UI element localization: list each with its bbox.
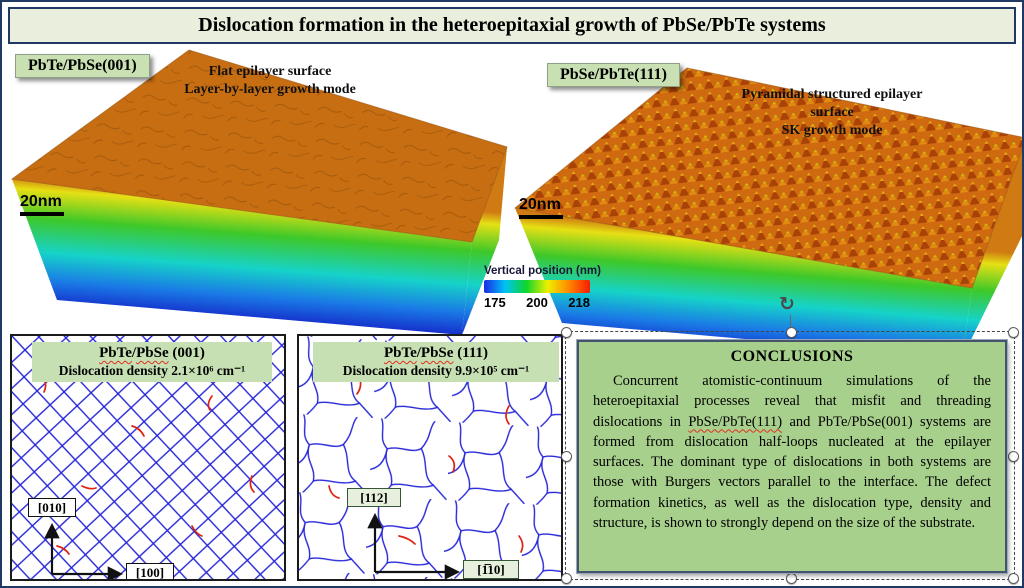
colorbar-gradient <box>484 280 590 293</box>
selection-handle-top-right[interactable] <box>1008 327 1019 338</box>
selection-handle-bottom-left[interactable] <box>561 573 572 584</box>
selection-handle-mid-left[interactable] <box>561 451 572 462</box>
colorbar-ticks: 175 200 218 <box>484 295 590 310</box>
selection-handle-bottom-right[interactable] <box>1008 573 1019 584</box>
system-label-text: PbSe/PbTe(111) <box>560 66 667 83</box>
caption-pyramidal-epilayer[interactable]: Pyramidal structured epilayer surface SK… <box>682 86 982 141</box>
selection-handle-top-left[interactable] <box>561 327 572 338</box>
colorbar-tick-mid: 200 <box>526 295 548 310</box>
system-label-text: PbTe/PbSe(001) <box>28 57 137 74</box>
colorbar-tick-min: 175 <box>484 295 506 310</box>
panel-label-111[interactable]: PbTe/PbSe (111) Dislocation density 9.9×… <box>313 342 559 382</box>
scalebar-right: 20nm <box>519 196 563 219</box>
selection-handle-top-center[interactable] <box>786 327 797 338</box>
rotation-connector-line <box>790 315 791 331</box>
afm-3d-image-pbse-pbte-111[interactable] <box>502 58 1024 358</box>
caption-line: Pyramidal structured epilayer <box>741 87 923 102</box>
dislocation-panel-111[interactable]: PbTe/PbSe (111) Dislocation density 9.9×… <box>297 334 563 581</box>
panel-label-001[interactable]: PbTe/PbSe (001) Dislocation density 2.1×… <box>32 342 272 382</box>
scalebar-label: 20nm <box>20 193 62 210</box>
scalebar-label: 20nm <box>519 196 561 213</box>
caption-line: Layer-by-layer growth mode <box>184 82 356 98</box>
axis-label-100: [100] <box>126 563 174 579</box>
scalebar-left: 20nm <box>20 193 64 216</box>
slab-front-face <box>12 179 472 335</box>
slab-top-face <box>12 50 507 242</box>
caption-line: Flat epilayer surface <box>208 64 332 79</box>
dislocation-panel-001[interactable]: PbTe/PbSe (001) Dislocation density 2.1×… <box>10 334 286 581</box>
panel-system-name: PbTe/PbSe (001) <box>99 345 205 361</box>
slide-title-text: Dislocation formation in the heteroepita… <box>198 14 826 36</box>
panel-system-name: PbTe/PbSe (111) <box>383 345 489 361</box>
axis-label-010: [010] <box>28 498 76 517</box>
caption-line: surface <box>810 105 854 121</box>
colorbar-tick-max: 218 <box>568 295 590 310</box>
selection-handle-bottom-center[interactable] <box>786 573 797 584</box>
panel-density: Dislocation density 2.1×10⁶ cm⁻¹ <box>58 362 246 378</box>
colorbar-legend[interactable]: Vertical position (nm) 175 200 218 <box>484 265 601 310</box>
rotate-handle-icon[interactable]: ↻ <box>779 293 795 315</box>
slab-top-face <box>515 68 1022 288</box>
slide-title[interactable]: Dislocation formation in the heteroepita… <box>8 7 1016 44</box>
scalebar-line <box>20 212 64 216</box>
selection-handle-mid-right[interactable] <box>1008 451 1019 462</box>
caption-flat-epilayer[interactable]: Flat epilayer surface Layer-by-layer gro… <box>150 63 390 99</box>
scalebar-line <box>519 215 563 219</box>
slab-right-face <box>462 147 507 335</box>
caption-line: SK growth mode <box>781 123 883 139</box>
afm-3d-image-pbte-pbse-001[interactable] <box>10 48 510 346</box>
slab-right-face <box>962 149 1022 358</box>
conclusions-title: CONCLUSIONS <box>730 348 854 365</box>
conclusions-highlight: PbSe/PbTe(111) <box>688 413 783 430</box>
colorbar-title: Vertical position (nm) <box>484 265 601 277</box>
axis-label-112: [112] <box>347 488 401 507</box>
conclusions-body: Concurrent atomistic-continuum simulatio… <box>593 373 991 532</box>
system-label-pbte-pbse-001[interactable]: PbTe/PbSe(001) <box>15 54 150 78</box>
selection-frame[interactable]: ↻ <box>561 293 1019 584</box>
axis-label-110bar: [1̅10] <box>463 560 519 579</box>
conclusions-textbox[interactable]: CONCLUSIONS Concurrent atomistic-continu… <box>576 339 1008 574</box>
panel-density: Dislocation density 9.9×10⁵ cm⁻¹ <box>342 362 530 378</box>
slab-front-face <box>515 208 972 358</box>
system-label-pbse-pbte-111[interactable]: PbSe/PbTe(111) <box>547 63 680 87</box>
